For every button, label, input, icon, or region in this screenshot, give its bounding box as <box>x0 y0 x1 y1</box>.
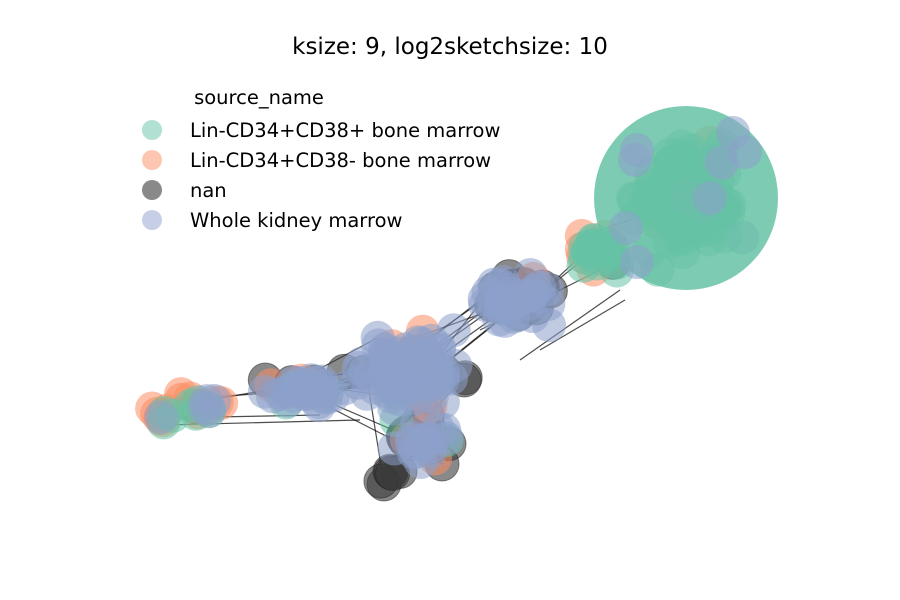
legend-item: Whole kidney marrow <box>134 205 500 235</box>
graph-node <box>728 135 762 169</box>
graph-node <box>414 323 449 358</box>
legend-swatch <box>142 210 162 230</box>
legend-item: Lin-CD34+CD38+ bone marrow <box>134 115 500 145</box>
graph-nodes <box>135 106 778 502</box>
legend-label: Whole kidney marrow <box>190 208 403 232</box>
legend-swatch <box>142 180 162 200</box>
graph-node <box>620 245 654 279</box>
graph-node <box>375 370 409 405</box>
graph-edge <box>539 299 626 351</box>
graph-node <box>515 299 550 333</box>
legend-item: nan <box>134 175 500 205</box>
legend-swatch <box>142 150 162 170</box>
legend-item: Lin-CD34+CD38- bone marrow <box>134 145 500 175</box>
legend-label: Lin-CD34+CD38+ bone marrow <box>190 118 501 142</box>
graph-node <box>609 211 643 245</box>
graph-node <box>618 143 652 177</box>
graph-node <box>255 379 290 414</box>
figure-title: ksize: 9, log2sketchsize: 10 <box>292 34 608 60</box>
legend: source_name Lin-CD34+CD38+ bone marrow L… <box>134 86 500 235</box>
legend-label: nan <box>190 178 227 202</box>
graph-node <box>412 435 447 470</box>
graph-node <box>530 272 565 307</box>
graph-node <box>486 265 521 299</box>
graph-node <box>693 181 727 215</box>
graph-edge <box>519 289 621 361</box>
graph-node <box>484 291 519 326</box>
graph-node <box>144 400 179 435</box>
legend-label: Lin-CD34+CD38- bone marrow <box>190 148 492 172</box>
graph-node <box>414 367 449 402</box>
graph-node <box>377 431 412 466</box>
legend-swatch <box>142 120 162 140</box>
legend-title: source_name <box>194 86 324 109</box>
graph-node <box>192 393 227 428</box>
